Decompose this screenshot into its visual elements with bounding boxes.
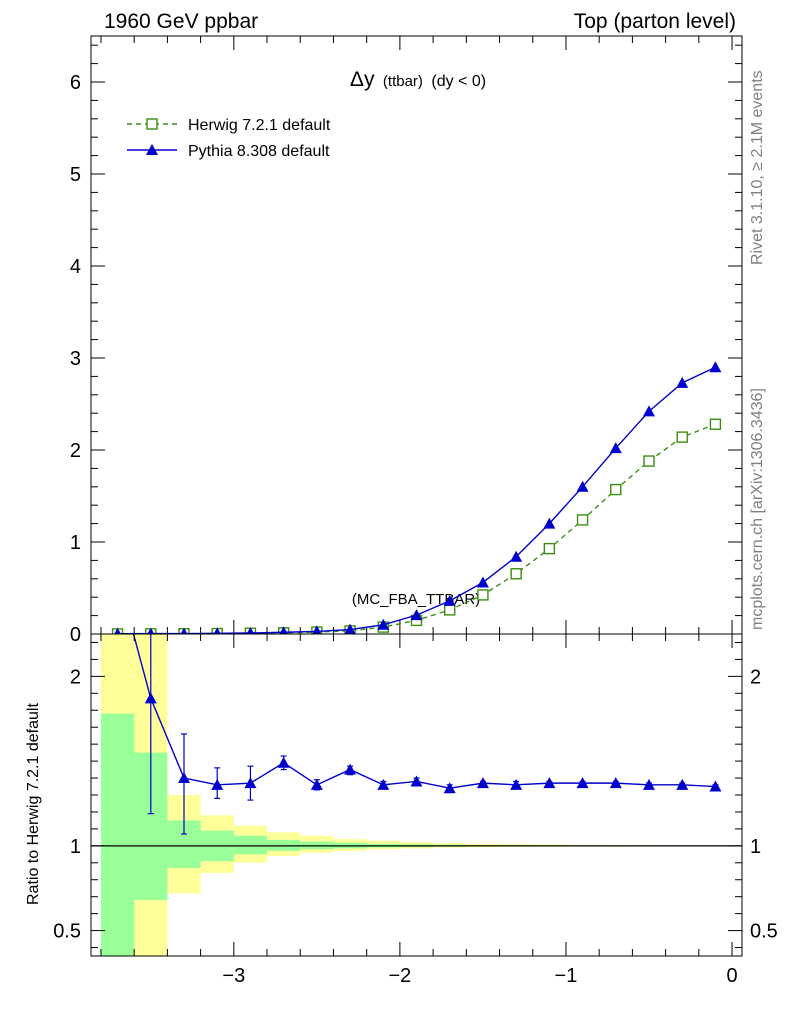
ratio-y-tick-label-right: 0.5 [750,921,778,943]
ratio-point [443,782,456,794]
mcplots-label: mcplots.cern.ch [arXiv:1306.3436] [749,388,766,630]
legend-herwig-label: Herwig 7.2.1 default [188,117,331,134]
ratio-y-axis-label: Ratio to Herwig 7.2.1 default [25,703,42,905]
ratio-point [178,772,190,784]
ratio-point [344,763,357,775]
pythia-point [709,361,722,373]
legend-pythia-marker [146,144,158,155]
y-tick-label: 1 [70,532,81,554]
pythia-point [476,576,489,588]
title-subscript: (ttbar) [383,73,423,90]
legend-pythia-label: Pythia 8.308 default [188,143,330,160]
y-tick-label: 0 [70,624,81,646]
x-tick-label: −3 [222,965,245,987]
ratio-ticks [91,634,742,956]
herwig-point [477,589,489,601]
ratio-error-bars [147,634,719,835]
ratio-point [377,778,390,790]
pythia-point [312,625,322,634]
ratio-point [576,777,589,789]
pythia-point [377,618,390,630]
pythia-point [344,623,356,634]
x-tick-label: −1 [555,965,578,987]
ratio-point [709,780,722,792]
ratio-y-tick-label: 2 [70,666,81,688]
ratio-point [144,692,157,704]
pythia-point [213,627,221,634]
rivet-label: Rivet 3.1.10, ≥ 2.1M events [749,70,766,265]
ratio-point [609,777,622,789]
ratio-point [510,778,523,790]
y-tick-label: 5 [70,164,81,186]
x-tick-label: −2 [388,965,411,987]
pythia-point [410,609,423,621]
herwig-point [709,418,722,430]
ratio-point [244,777,257,789]
herwig-point [543,542,556,555]
herwig-point [643,455,655,467]
ratio-band-green [100,713,733,956]
ratio-pythia-points [112,569,722,794]
y-tick-label: 3 [70,348,81,370]
ratio-y-tick-label-right: 1 [750,836,761,858]
green-band-bin [100,713,135,956]
main-y-tick-labels: 0 1 2 3 4 5 6 [70,72,81,646]
pythia-point [676,376,689,388]
pythia-point [609,442,622,454]
green-band-bin [233,835,268,855]
ratio-point [277,756,290,768]
main-ticks [91,36,742,635]
ratio-point [112,569,124,580]
y-tick-label: 2 [70,440,81,462]
legend-herwig-marker [146,118,158,130]
herwig-point [444,604,456,616]
herwig-point [676,431,688,443]
ratio-panel: 0.5 1 2 0.5 1 2 −3 −2 −1 0 Ratio to Herwig 7.2.… [25,569,778,987]
ratio-point [476,777,489,789]
pythia-point [576,480,589,492]
pythia-point [246,626,255,634]
x-tick-label: 0 [726,965,737,987]
main-title: Δy (ttbar) (dy < 0) [350,68,486,91]
ratio-point [310,778,323,790]
pythia-point [510,550,523,562]
herwig-point [576,514,589,526]
y-tick-label: 4 [70,256,81,278]
ratio-point [211,778,224,790]
pythia-point [543,517,556,529]
pythia-point [643,405,655,417]
process-label: Top (parton level) [574,10,736,33]
ratio-point [643,778,655,790]
herwig-point [610,483,622,496]
ratio-y-tick-labels-right: 0.5 1 2 [750,666,778,942]
herwig-point [510,568,522,580]
ratio-y-tick-label-right: 2 [750,666,761,688]
ratio-point [676,778,689,790]
ratio-y-tick-labels-left: 0.5 1 2 [53,666,81,942]
title-symbol: Δy [350,68,375,91]
title-condition: (dy < 0) [431,73,486,90]
ratio-y-tick-label: 1 [70,836,81,858]
ratio-frame [90,633,743,957]
y-tick-label: 6 [70,72,81,94]
ratio-point [410,775,423,787]
pythia-point [443,594,456,606]
pythia-point [147,627,155,634]
pythia-point [279,626,288,634]
pythia-points [114,361,722,634]
ratio-y-tick-label: 0.5 [53,921,81,943]
pythia-point [180,627,188,634]
x-tick-labels: −3 −2 −1 0 [222,965,737,987]
pythia-point [114,627,121,634]
energy-label: 1960 GeV ppbar [104,10,258,33]
ratio-point [543,777,556,789]
legend: Herwig 7.2.1 default Pythia 8.308 defaul… [127,117,331,160]
